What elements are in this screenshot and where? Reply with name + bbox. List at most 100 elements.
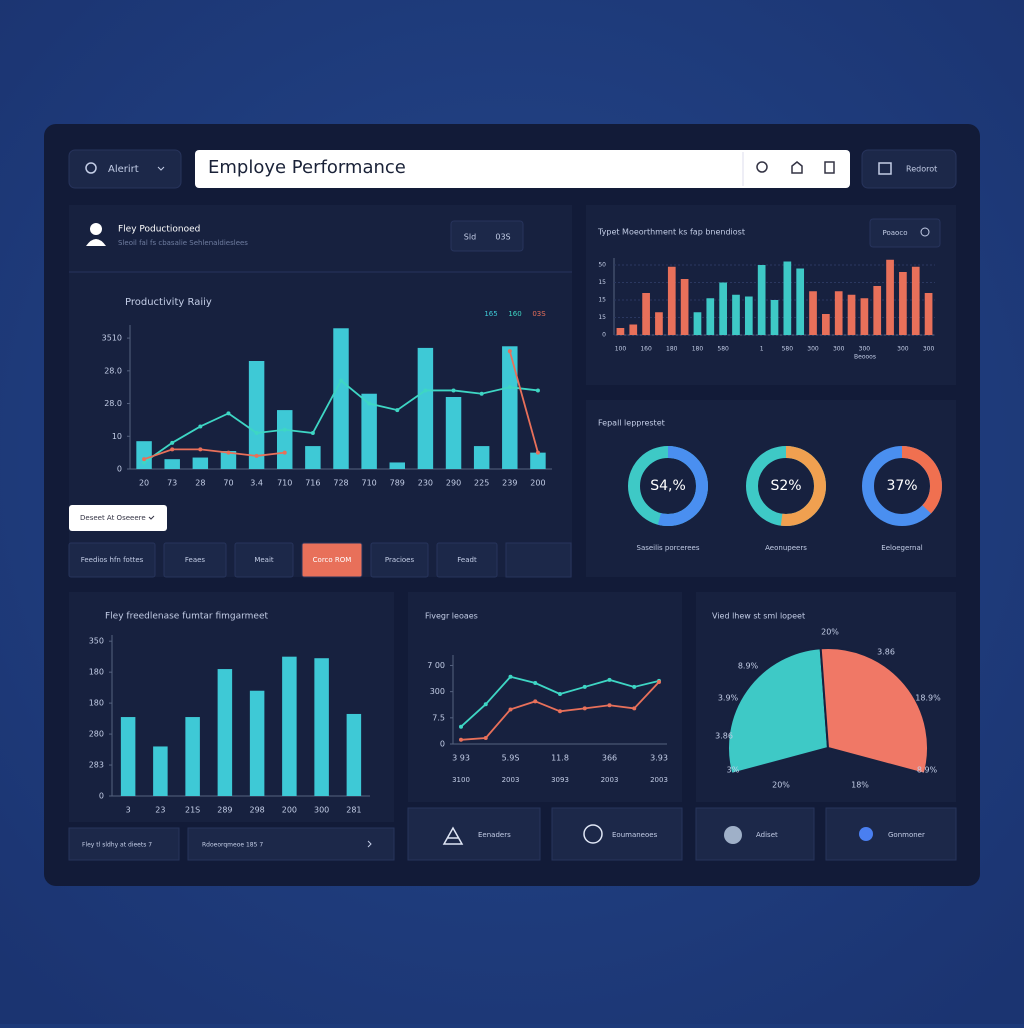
legend-label: 03S	[532, 310, 546, 318]
donut-label: Saseilis porcerees	[637, 544, 700, 552]
chart-title: Fley freedlenase fumtar fimgarmeet	[105, 612, 268, 622]
tab[interactable]: Sld	[464, 233, 476, 242]
chevron	[148, 515, 155, 520]
footer-item[interactable]	[68, 827, 180, 861]
bar	[616, 328, 625, 335]
point	[607, 703, 612, 708]
x-tick-label: 3	[126, 806, 131, 815]
y-tick-label: 10	[112, 432, 122, 441]
button[interactable]	[370, 542, 429, 578]
point	[607, 677, 612, 682]
donut-value: S4,%	[650, 478, 686, 494]
user-icon	[90, 223, 102, 235]
x-tick-sublabel: 2003	[650, 776, 668, 784]
x-tick-label: 3 93	[452, 754, 470, 763]
button[interactable]	[68, 542, 156, 578]
point	[582, 684, 587, 689]
x-tick-label: 11.8	[551, 754, 569, 763]
bar	[719, 282, 727, 335]
point	[507, 349, 512, 354]
bar	[911, 266, 920, 335]
point	[459, 724, 463, 729]
bar	[744, 296, 753, 335]
bar	[873, 286, 882, 335]
bar	[153, 746, 168, 796]
button[interactable]	[163, 542, 227, 578]
x-tick-label: 710	[277, 479, 292, 488]
bar	[185, 717, 200, 796]
button[interactable]	[407, 807, 541, 861]
bar	[706, 298, 715, 335]
x-tick-label: 300	[923, 346, 935, 353]
chart-title: Vied lhew st sml lopeet	[712, 612, 805, 621]
bar	[417, 347, 434, 469]
panel-subtitle: Sleoil fal fs cbasalie Sehlenaldieslees	[118, 239, 248, 247]
y-tick-label: 0	[440, 740, 445, 749]
bar	[136, 441, 152, 469]
settings-button[interactable]	[824, 161, 835, 174]
bar	[120, 717, 136, 796]
pie-annotation: 3.86	[715, 732, 733, 741]
pie-annotation: 3.86	[877, 648, 895, 657]
search-icon	[920, 227, 930, 237]
legend-label: 165	[484, 310, 497, 318]
pie-annotation: 18.9%	[915, 694, 941, 703]
bar	[886, 259, 894, 335]
y-tick-label: 15	[598, 279, 606, 286]
button[interactable]	[825, 807, 957, 861]
x-tick-label: 366	[602, 754, 617, 763]
bar	[822, 314, 830, 335]
home-button[interactable]	[791, 161, 803, 174]
report-button[interactable]	[861, 149, 957, 189]
x-tick-label: 160	[640, 346, 652, 353]
point	[483, 735, 488, 740]
donut-value: 37%	[886, 478, 917, 494]
bar	[667, 266, 676, 335]
bar	[809, 291, 817, 335]
search-box[interactable]	[195, 150, 850, 188]
x-tick-label: 73	[167, 479, 177, 488]
bar	[693, 312, 702, 335]
x-tick-label: 180	[666, 346, 678, 353]
point	[582, 706, 587, 711]
button[interactable]	[551, 807, 683, 861]
tab[interactable]: 03S	[495, 233, 510, 242]
y-tick-label: 180	[89, 668, 104, 677]
point	[226, 411, 231, 416]
chevron	[367, 840, 372, 848]
point	[254, 431, 259, 435]
line	[143, 350, 539, 461]
bar	[732, 294, 740, 335]
x-tick-label: 20	[139, 479, 149, 488]
search-button[interactable]	[756, 161, 768, 173]
bar	[249, 690, 265, 796]
button[interactable]	[505, 542, 572, 578]
button-label: Corco ROM	[313, 556, 352, 564]
footer-item[interactable]	[187, 827, 395, 861]
x-tick-label: 728	[333, 479, 348, 488]
button[interactable]	[695, 807, 815, 861]
bar	[757, 265, 766, 335]
menu-dropdown[interactable]	[68, 149, 182, 189]
y-tick-label: 28.0	[104, 399, 122, 408]
x-tick-label: 289	[217, 806, 232, 815]
dropdown[interactable]	[69, 505, 167, 531]
tabs[interactable]	[450, 220, 524, 252]
button[interactable]	[234, 542, 294, 578]
bar	[530, 452, 546, 469]
menu-label: Alerirt	[108, 164, 139, 175]
button[interactable]	[436, 542, 498, 578]
y-tick-label: 50	[598, 262, 606, 269]
x-tick-sublabel: 3093	[551, 776, 569, 784]
button-label: Meait	[254, 556, 274, 564]
y-tick-label: 283	[89, 761, 104, 770]
y-tick-label: 3510	[102, 334, 122, 343]
x-tick-label: 5.9S	[502, 754, 520, 763]
donut-slice	[746, 446, 826, 526]
donut-slice	[862, 446, 942, 526]
button[interactable]	[301, 542, 363, 578]
bar	[389, 462, 406, 469]
button[interactable]	[869, 218, 941, 248]
y-tick-label: 180	[89, 699, 104, 708]
pie-annotation: 8.9%	[917, 766, 938, 775]
